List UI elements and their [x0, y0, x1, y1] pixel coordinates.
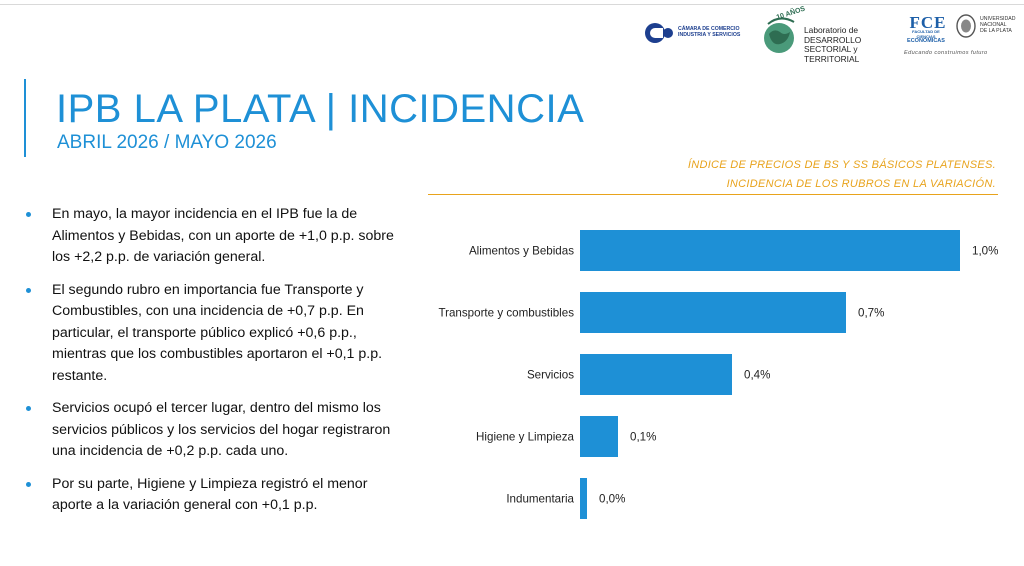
bullet-item: Servicios ocupó el tercer lugar, dentro …: [26, 398, 406, 463]
camara-line1: CÁMARA DE COMERCIO: [678, 26, 740, 32]
value-label: 0,0%: [599, 493, 625, 506]
bullet-item: Por su parte, Higiene y Limpieza registr…: [26, 474, 406, 517]
chart-caption-line1: ÍNDICE DE PRECIOS DE BS Y SS BÁSICOS PLA…: [687, 159, 996, 171]
logo-row: CÁMARA DE COMERCIO INDUSTRIA Y SERVICIOS…: [640, 6, 1020, 63]
value-label: 0,7%: [858, 307, 884, 320]
bullet-icon: [26, 212, 31, 217]
category-label: Servicios: [527, 369, 574, 382]
category-label: Higiene y Limpieza: [476, 431, 575, 444]
bar-indumentaria: [580, 478, 587, 519]
bullet-text: Por su parte, Higiene y Limpieza registr…: [52, 475, 368, 514]
chart-svg: Alimentos y Bebidas 1,0% Transporte y comb…: [438, 230, 998, 519]
page-title: IPB LA PLATA | INCIDENCIA: [56, 87, 585, 131]
category-label: Transporte y combustibles: [438, 307, 574, 320]
lab-line1: Laboratorio de DESARROLLO: [804, 25, 862, 45]
bar-servicios: [580, 354, 732, 395]
incidence-bar-chart: Alimentos y Bebidas 1,0% Transporte y comb…: [428, 210, 1008, 530]
bullet-text: Servicios ocupó el tercer lugar, dentro …: [52, 400, 391, 459]
camara-comercio-logo: CÁMARA DE COMERCIO INDUSTRIA Y SERVICIOS: [644, 20, 748, 46]
category-label: Indumentaria: [506, 493, 574, 506]
bullet-text: El segundo rubro en importancia fue Tran…: [52, 281, 383, 384]
camara-line2: INDUSTRIA Y SERVICIOS: [678, 32, 741, 38]
bullet-text: En mayo, la mayor incidencia en el IPB f…: [52, 206, 394, 265]
bullet-list: En mayo, la mayor incidencia en el IPB f…: [26, 204, 406, 528]
bullet-item: El segundo rubro en importancia fue Tran…: [26, 280, 406, 388]
bullet-item: En mayo, la mayor incidencia en el IPB f…: [26, 204, 406, 269]
fce-sub1: FACULTAD DE CIENCIAS: [912, 29, 940, 39]
fce-sub2: ECONÓMICAS: [907, 38, 945, 44]
fce-mark: FCE: [906, 14, 946, 44]
top-divider: [0, 4, 1024, 5]
fce-mark-text: FCE: [909, 13, 947, 32]
fce-unlp-logo: FCE FACULTAD DE CIENCIAS ECONÓMICAS UNIV…: [904, 12, 1016, 60]
bar-alimentos-y-bebidas: [580, 230, 960, 271]
unlp-line2: NACIONAL: [980, 22, 1007, 28]
lab-line2: SECTORIAL y TERRITORIAL: [804, 44, 860, 64]
camara-logo-icon: [645, 23, 673, 43]
value-label: 0,4%: [744, 369, 770, 382]
unlp-line1: UNIVERSIDAD: [980, 16, 1016, 22]
value-label: 1,0%: [972, 245, 998, 258]
unlp-line3: DE LA PLATA: [980, 28, 1012, 34]
category-label: Alimentos y Bebidas: [469, 245, 574, 258]
value-label: 0,1%: [630, 431, 656, 444]
bar-transporte-y-combustibles: [580, 292, 846, 333]
fce-tagline: Educando construimos futuro: [904, 50, 988, 56]
unlp-seal-icon: [956, 14, 976, 38]
bullet-icon: [26, 406, 31, 411]
chart-caption-rule: [428, 194, 998, 195]
chart-caption: ÍNDICE DE PRECIOS DE BS Y SS BÁSICOS PLA…: [688, 156, 996, 194]
bullet-icon: [26, 287, 31, 293]
bullet-icon: [26, 481, 31, 487]
globe-icon: [764, 17, 795, 53]
title-accent-bar: [24, 79, 26, 157]
page-subtitle: ABRIL 2026 / MAYO 2026: [57, 132, 277, 153]
laboratorio-logo: 10 AÑOS Laboratorio de DESARROLLO SECTOR…: [758, 6, 888, 63]
chart-caption-line2: INCIDENCIA DE LOS RUBROS EN LA VARIACIÓN…: [726, 178, 996, 190]
bar-higiene-y-limpieza: [580, 416, 618, 457]
